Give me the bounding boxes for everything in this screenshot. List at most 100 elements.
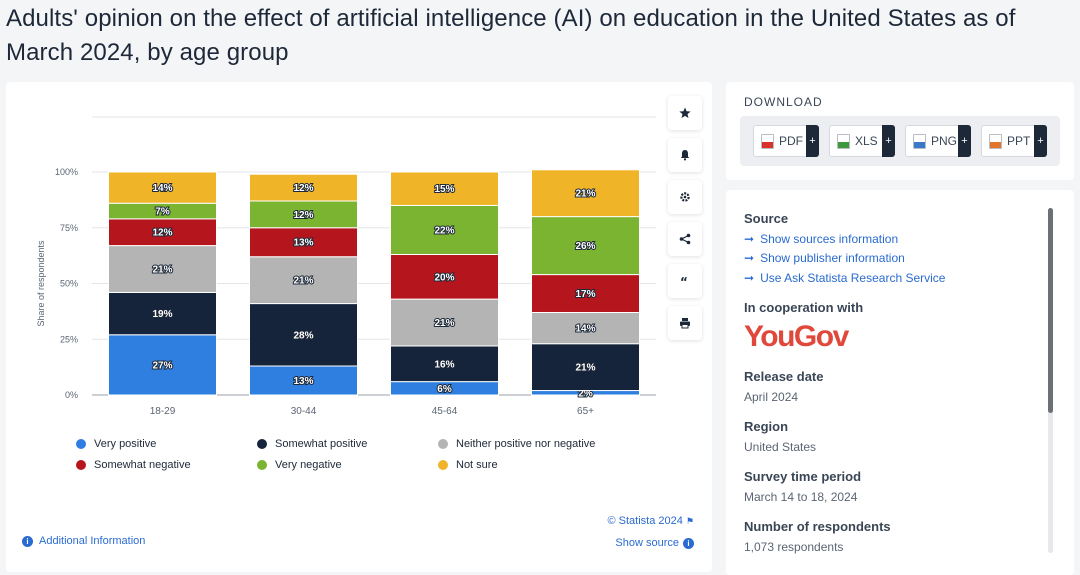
download-pdf-button[interactable]: PDF + [753, 125, 819, 157]
bell-icon[interactable] [668, 138, 702, 172]
y-tick-label: 25% [60, 334, 78, 344]
star-icon[interactable] [668, 96, 702, 130]
legend-label: Neither positive nor negative [456, 438, 596, 450]
x-tick-label: 65+ [577, 406, 594, 417]
region-value: United States [744, 440, 817, 454]
y-tick-label: 0% [65, 390, 78, 400]
data-label: 6% [437, 384, 452, 395]
data-label: 21% [434, 318, 454, 329]
bar-segment [108, 291, 217, 336]
plus-icon: + [806, 125, 819, 157]
download-png-button[interactable]: PNG + [905, 125, 971, 157]
data-label: 13% [293, 376, 313, 387]
bar-segment [249, 365, 358, 396]
scrollbar-thumb[interactable] [1048, 208, 1053, 413]
xls-file-icon [837, 133, 850, 149]
show-source-link[interactable]: Show source i [615, 537, 694, 549]
data-label: 12% [293, 183, 313, 194]
data-label: 12% [293, 210, 313, 221]
bar-segment [531, 311, 640, 345]
pdf-file-icon [761, 133, 774, 149]
stacked-bar-chart: 0% 25% 50% 75% 100% Share of respondents 27% 19… [36, 116, 656, 417]
legend-marker [257, 460, 267, 470]
legend-label: Very negative [275, 459, 342, 471]
x-tick-label: 18-29 [150, 406, 176, 417]
plus-icon: + [958, 125, 971, 157]
bar-segment [531, 169, 640, 218]
statistic-info-panel: Source ➞ Show sources information ➞ Show p… [726, 190, 1074, 575]
download-buttons: PDF + XLS + PNG + PPT + [740, 116, 1060, 166]
arrow-right-icon: ➞ [744, 232, 755, 246]
bar-segment [390, 204, 499, 256]
data-label: 13% [293, 238, 313, 249]
data-label: 21% [575, 189, 595, 200]
show-sources-link[interactable]: ➞ Show sources information [744, 232, 899, 246]
show-publisher-link[interactable]: ➞ Show publisher information [744, 251, 905, 265]
y-tick-label: 50% [60, 279, 78, 289]
svg-text:“: “ [680, 275, 688, 287]
respondents-heading: Number of respondents [744, 519, 891, 534]
chart-tools: “ [668, 96, 702, 348]
plus-icon: + [882, 125, 895, 157]
source-heading: Source [744, 211, 789, 226]
arrow-right-icon: ➞ [744, 251, 755, 265]
bar-segment [108, 245, 217, 293]
data-label: 19% [152, 309, 172, 320]
legend-item[interactable]: Neither positive nor negative [438, 438, 595, 450]
print-icon[interactable] [668, 306, 702, 340]
ask-statista-link[interactable]: ➞ Use Ask Statista Research Service [744, 271, 946, 285]
legend-label: Somewhat negative [94, 459, 191, 471]
legend-marker [76, 460, 86, 470]
download-ppt-button[interactable]: PPT + [981, 125, 1047, 157]
bar-segment [390, 254, 499, 300]
arrow-right-icon: ➞ [744, 271, 755, 285]
ppt-file-icon [989, 133, 1002, 149]
data-label: 27% [152, 360, 172, 371]
data-label: 14% [575, 324, 595, 335]
release-date-heading: Release date [744, 369, 824, 384]
page-title: Adults' opinion on the effect of artific… [6, 5, 1016, 66]
legend-label: Very positive [94, 438, 157, 450]
bar-segment [390, 298, 499, 347]
additional-information-link[interactable]: i Additional Information [22, 535, 145, 547]
legend-item[interactable]: Not sure [438, 459, 498, 471]
data-label: 28% [293, 330, 313, 341]
bar-segment [249, 256, 358, 305]
y-tick-label: 100% [55, 167, 78, 177]
data-label: 14% [152, 183, 172, 194]
bar-segment [390, 345, 499, 383]
data-label: 7% [155, 207, 170, 218]
share-icon[interactable] [668, 222, 702, 256]
legend-item[interactable]: Very positive [76, 438, 156, 450]
region-heading: Region [744, 419, 789, 434]
download-title: DOWNLOAD [744, 95, 823, 109]
x-tick-label: 45-64 [432, 406, 458, 417]
data-label: 17% [575, 289, 595, 300]
legend-item[interactable]: Somewhat positive [257, 438, 367, 450]
png-file-icon [913, 133, 926, 149]
bar-segment [249, 200, 358, 229]
yougov-logo: YouGov [744, 320, 849, 353]
x-tick-label: 30-44 [291, 406, 317, 417]
info-icon: i [683, 537, 694, 549]
data-label: 16% [434, 359, 454, 370]
legend-item[interactable]: Somewhat negative [76, 459, 191, 471]
download-xls-button[interactable]: XLS + [829, 125, 895, 157]
bar-segment [108, 334, 217, 396]
gear-icon[interactable] [668, 180, 702, 214]
y-axis-title: Share of respondents [36, 240, 46, 327]
data-label: 26% [575, 241, 595, 252]
quote-icon[interactable]: “ [668, 264, 702, 298]
bar-segment [390, 171, 499, 206]
legend-item[interactable]: Very negative [257, 459, 342, 471]
survey-period-value: March 14 to 18, 2024 [744, 490, 858, 504]
bar-segment [108, 171, 217, 204]
bar-segment [249, 227, 358, 258]
data-label: 21% [575, 363, 595, 374]
bar-segment [531, 274, 640, 313]
legend-marker [438, 460, 448, 470]
data-label: 21% [293, 276, 313, 287]
statista-credit-link[interactable]: © Statista 2024 ⚑ [607, 515, 694, 527]
plus-icon: + [1034, 125, 1047, 157]
info-icon: i [22, 535, 33, 547]
